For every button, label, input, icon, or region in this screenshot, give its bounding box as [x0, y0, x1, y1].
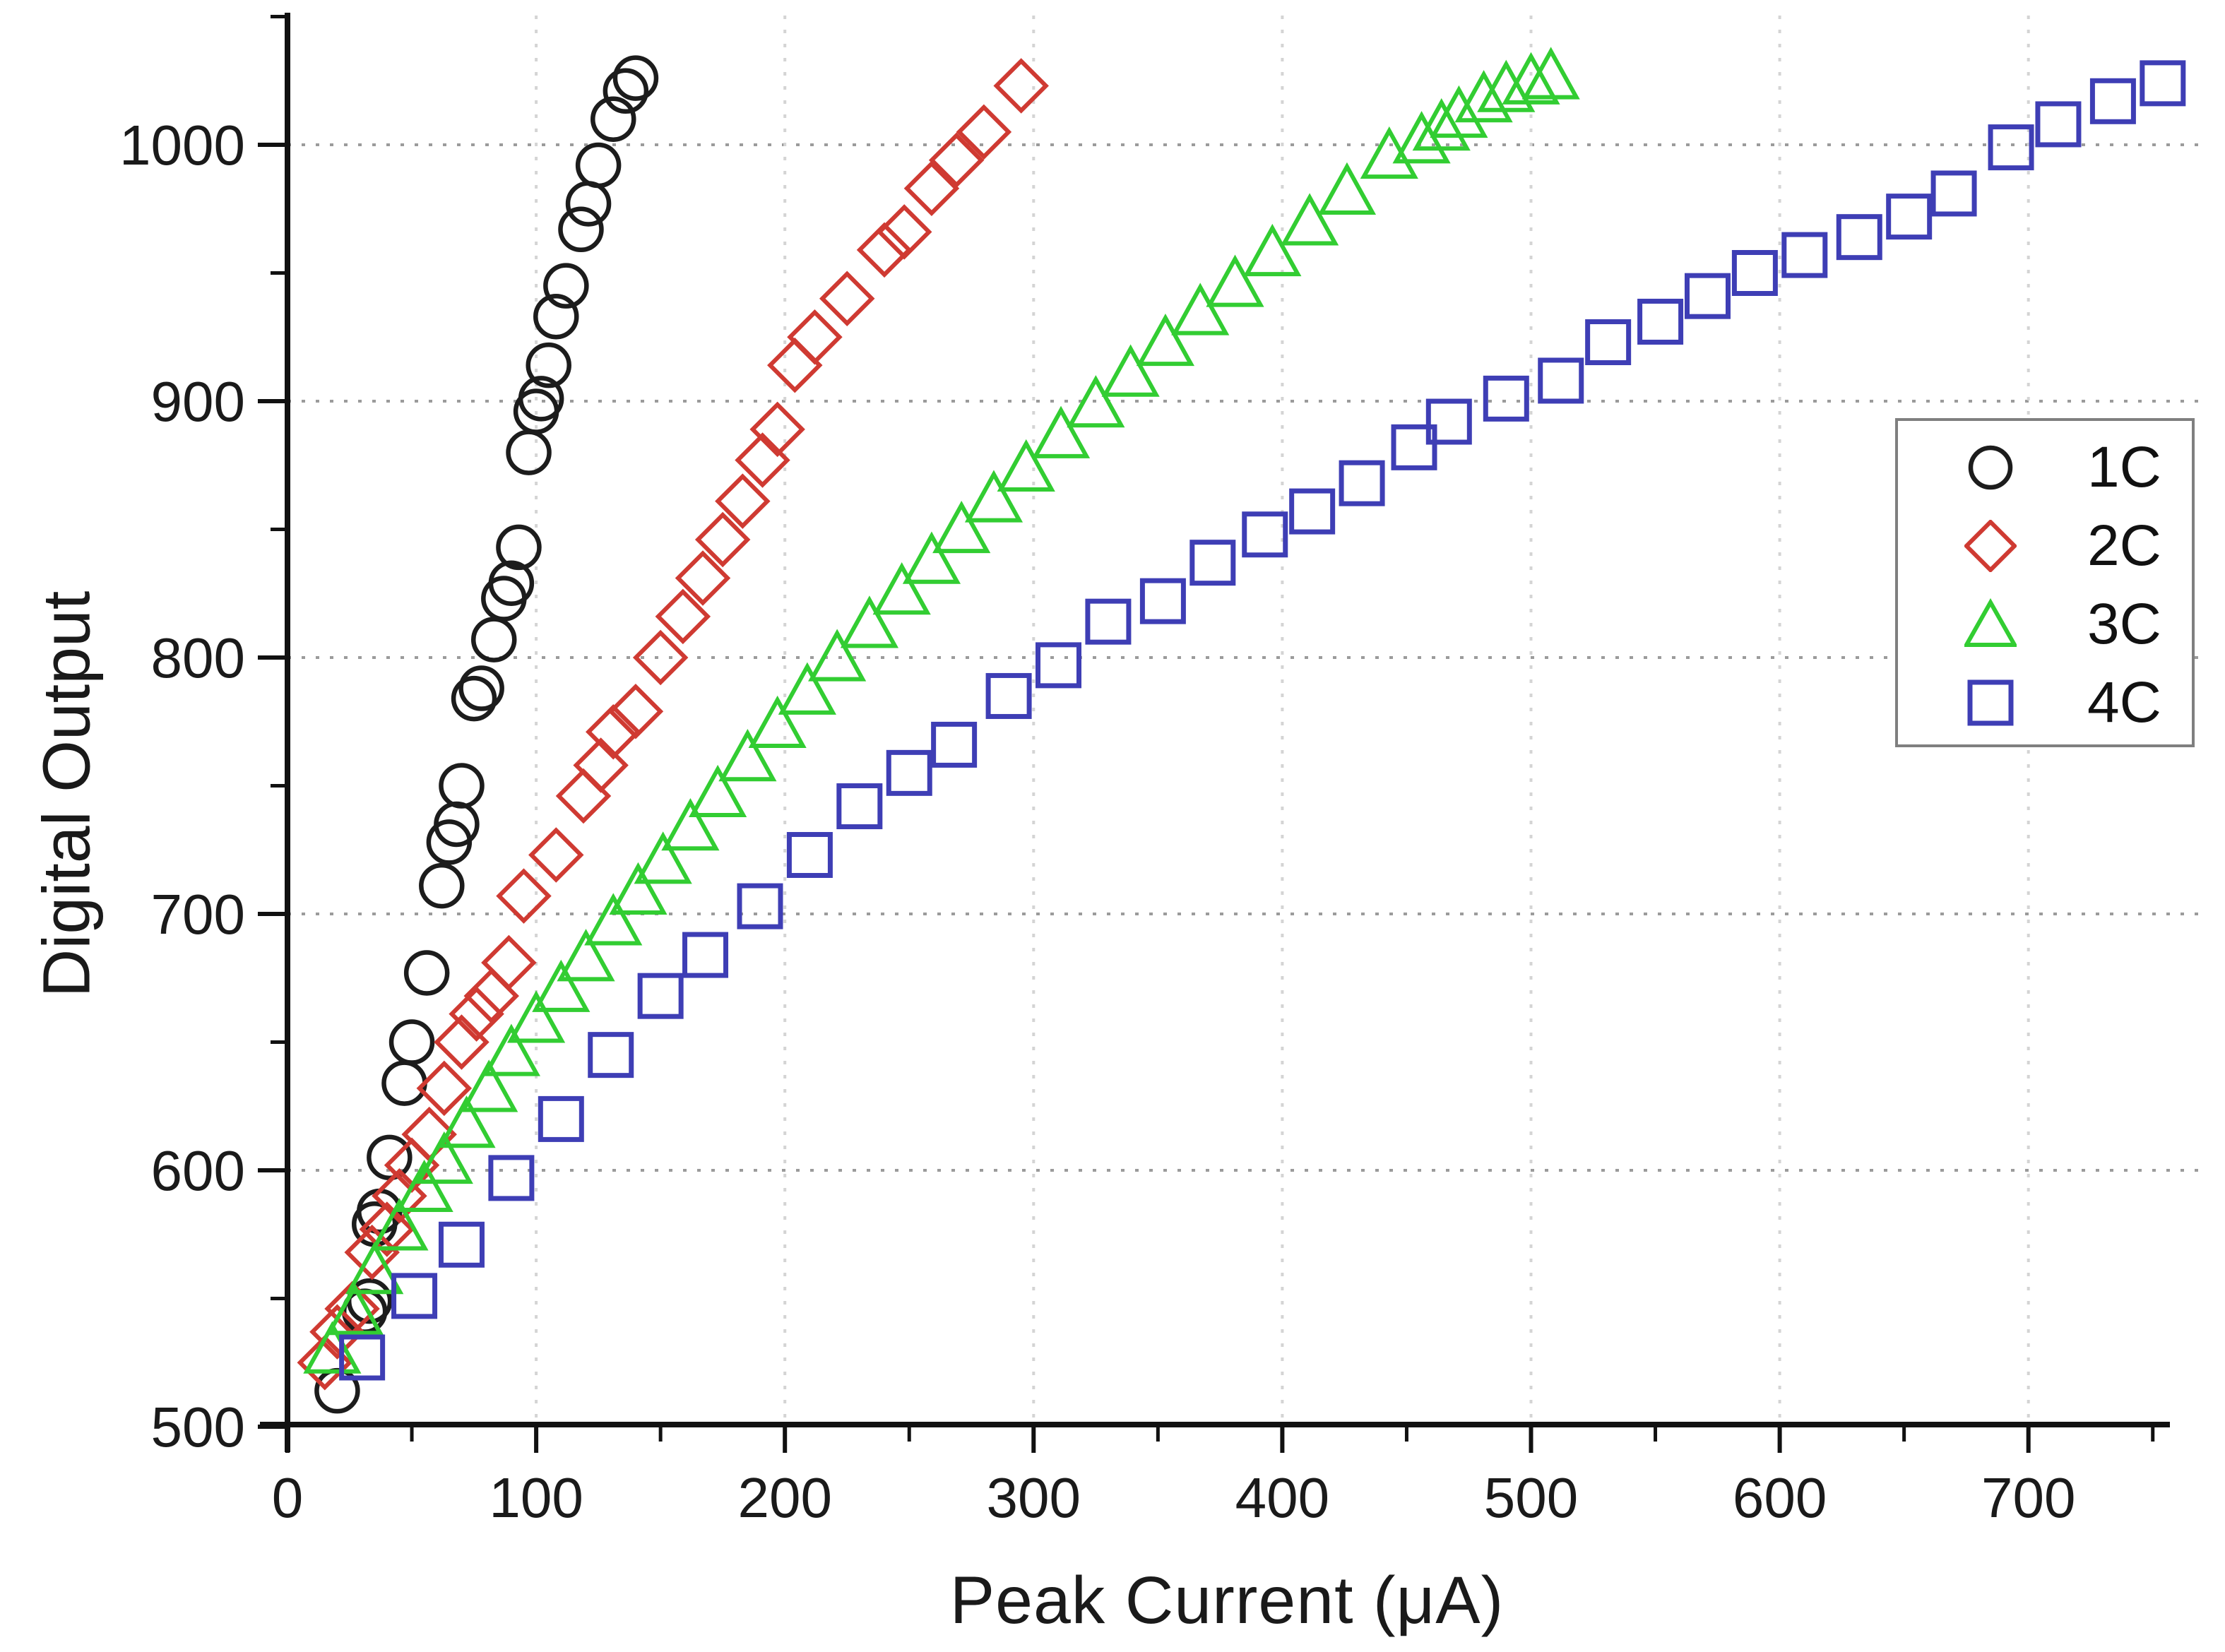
axes	[260, 13, 2170, 1452]
series-4C-points	[339, 60, 2186, 1381]
legend-item-label: 2C	[2087, 513, 2161, 578]
legend-item-label: 3C	[2087, 592, 2161, 656]
svg-text:600: 600	[151, 1139, 245, 1202]
legend-marker-diamond-icon	[1964, 519, 2017, 572]
svg-text:900: 900	[151, 370, 245, 433]
svg-text:0: 0	[272, 1466, 304, 1529]
svg-text:600: 600	[1733, 1466, 1827, 1529]
svg-text:300: 300	[987, 1466, 1081, 1529]
legend: 1C 2C 3C 4C	[1895, 418, 2195, 747]
series-1C-points	[314, 55, 659, 1414]
svg-text:1000: 1000	[119, 114, 245, 177]
svg-text:500: 500	[151, 1396, 245, 1458]
legend-item-4c: 4C	[1898, 663, 2192, 742]
svg-text:400: 400	[1235, 1466, 1329, 1529]
legend-marker-square-icon	[1967, 679, 2014, 725]
series-2C-points	[297, 58, 1049, 1391]
legend-marker-triangle-icon	[1964, 598, 2017, 647]
legend-item-3c: 3C	[1898, 585, 2192, 663]
legend-item-2c: 2C	[1898, 506, 2192, 585]
svg-text:100: 100	[489, 1466, 583, 1529]
svg-text:700: 700	[151, 883, 245, 946]
gridlines	[287, 16, 2204, 1425]
svg-text:200: 200	[737, 1466, 831, 1529]
legend-marker-circle-icon	[1968, 445, 2013, 489]
series-3C-points	[303, 47, 1580, 1374]
svg-text:800: 800	[151, 626, 245, 689]
svg-text:500: 500	[1484, 1466, 1578, 1529]
svg-text:700: 700	[1981, 1466, 2075, 1529]
legend-item-label: 1C	[2087, 435, 2161, 499]
tick-labels: 500 600 700 800 900 1000 0 100 200 300 400 500 600 70…	[119, 114, 2075, 1529]
y-axis-title: Digital Output	[29, 590, 105, 998]
legend-item-label: 4C	[2087, 670, 2161, 735]
legend-item-1c: 1C	[1898, 428, 2192, 506]
x-axis-title: Peak Current (μA)	[949, 1563, 1505, 1638]
tick-marks	[258, 15, 2155, 1453]
